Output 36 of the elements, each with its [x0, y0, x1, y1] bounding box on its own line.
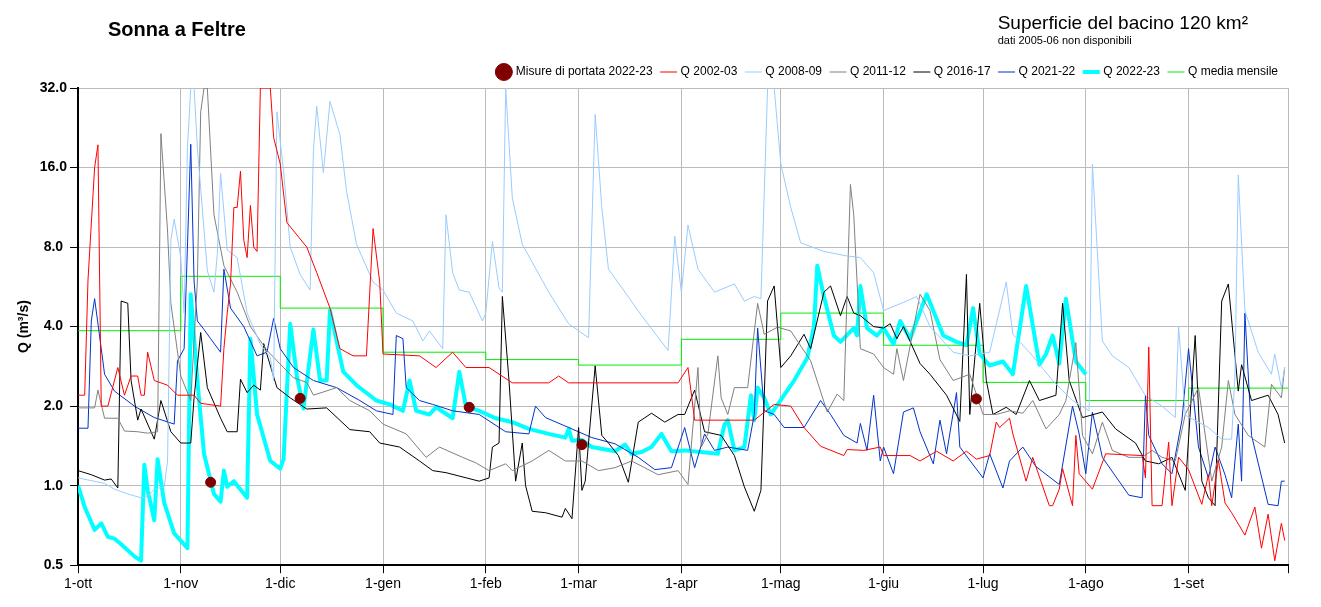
point — [970, 393, 982, 405]
y-tick-label: 0.5 — [43, 556, 64, 573]
x-tick-label: 1-giu — [868, 575, 900, 592]
x-tick-label: 1-set — [1172, 575, 1205, 592]
point — [294, 392, 306, 404]
point — [463, 401, 475, 413]
x-tick-label: 1-feb — [469, 575, 502, 592]
y-tick-label: 32.0 — [39, 78, 68, 95]
y-tick-label: 1.0 — [43, 476, 64, 493]
legend-label: Q 2008-09 — [765, 64, 823, 79]
x-tick-label: 1-mag — [760, 575, 801, 592]
x-tick-label: 1-dic — [265, 575, 296, 592]
point — [576, 439, 588, 451]
text: dati 2005-06 non disponibili — [997, 34, 1133, 46]
x-tick-label: 1-gen — [365, 575, 401, 592]
x-tick-label: 1-ago — [1067, 575, 1104, 592]
chart-subtitle: Superficie del bacino 120 km² — [997, 12, 1248, 34]
y-tick-label: 4.0 — [43, 317, 64, 334]
legend-label: Q 2002-03 — [680, 64, 738, 79]
x-tick-label: 1-mar — [560, 575, 598, 592]
legend-label: Q 2016-17 — [933, 64, 991, 79]
y-tick-label: 8.0 — [43, 237, 64, 254]
x-tick-label: 1-apr — [665, 575, 699, 592]
x-tick-label: 1-ott — [64, 575, 93, 592]
x-tick-label: 1-nov — [163, 575, 199, 592]
y-tick-label: 2.0 — [43, 396, 64, 413]
chart-title: Sonna a Feltre — [108, 18, 246, 41]
point — [205, 476, 217, 488]
legend-label: Q 2011-12 — [850, 64, 907, 79]
legend-label: Misure di portata 2022-23 — [515, 64, 653, 79]
legend-label: Q 2021-22 — [1018, 64, 1076, 79]
y-tick-label: 16.0 — [39, 158, 68, 175]
x-tick-label: 1-lug — [967, 575, 999, 592]
y-axis-title: Q (m³/s) — [15, 300, 32, 354]
legend-label: Q media mensile — [1187, 64, 1279, 79]
legend-label: Q 2022-23 — [1103, 64, 1161, 79]
